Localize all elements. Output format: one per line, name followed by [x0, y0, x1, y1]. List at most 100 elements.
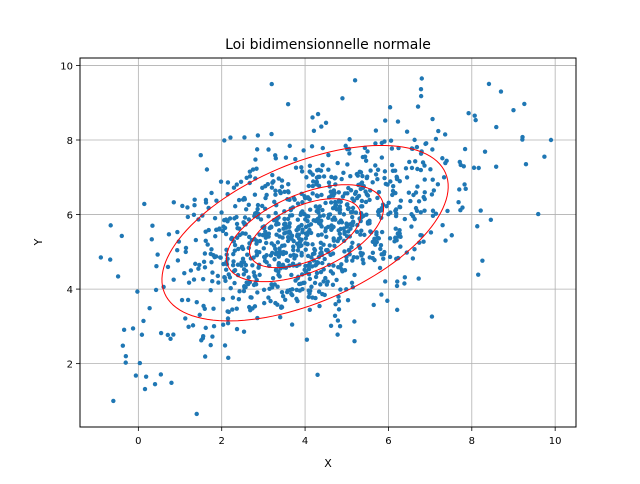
data-point: [422, 177, 427, 182]
data-point: [339, 262, 344, 267]
data-point: [352, 319, 357, 324]
data-point: [457, 187, 462, 192]
data-point: [246, 202, 251, 208]
data-point: [359, 198, 365, 204]
data-point: [300, 209, 305, 214]
data-point: [289, 322, 295, 327]
data-point: [123, 360, 128, 365]
data-point: [210, 334, 215, 339]
data-point: [330, 282, 336, 287]
data-point: [303, 247, 308, 252]
data-point: [270, 172, 275, 178]
data-point: [324, 234, 329, 239]
data-point: [183, 245, 189, 251]
data-point: [445, 208, 450, 214]
data-point: [306, 196, 311, 201]
data-point: [282, 189, 287, 194]
data-point: [251, 270, 257, 275]
data-point: [295, 227, 301, 232]
data-point: [143, 374, 149, 379]
data-point: [404, 129, 410, 134]
data-point: [225, 320, 231, 326]
data-point: [120, 343, 126, 348]
data-point: [232, 280, 237, 286]
data-point: [395, 279, 400, 284]
data-point: [137, 360, 143, 366]
data-point: [486, 81, 492, 87]
data-point: [294, 296, 299, 302]
data-point: [202, 265, 208, 270]
data-point: [373, 242, 378, 247]
data-point: [321, 213, 326, 218]
data-point: [430, 177, 435, 182]
data-point: [276, 262, 281, 268]
data-point: [472, 113, 477, 118]
data-point: [168, 336, 173, 342]
data-point: [238, 179, 244, 184]
data-point: [430, 213, 436, 219]
data-point: [394, 175, 400, 181]
data-point: [210, 278, 215, 284]
data-point: [320, 291, 325, 297]
data-point: [227, 216, 233, 221]
data-point: [360, 257, 365, 262]
data-point: [247, 174, 253, 179]
data-point: [362, 232, 367, 238]
data-point: [398, 244, 403, 249]
data-point: [304, 213, 309, 219]
data-point: [336, 307, 342, 312]
data-point: [461, 164, 466, 169]
data-point: [463, 186, 468, 192]
data-point: [269, 224, 274, 229]
data-point: [263, 240, 269, 246]
data-point: [418, 86, 424, 92]
data-point: [289, 291, 294, 297]
data-point: [165, 264, 171, 270]
data-point: [205, 242, 210, 247]
data-point: [392, 239, 397, 244]
data-point: [191, 277, 197, 282]
data-point: [379, 252, 384, 257]
data-point: [350, 214, 355, 220]
data-point: [208, 287, 213, 293]
data-point: [407, 159, 412, 165]
x-axis-label: X: [324, 457, 332, 470]
data-point: [316, 289, 322, 294]
data-point: [288, 253, 293, 258]
data-point: [98, 255, 104, 260]
data-point: [441, 175, 447, 180]
confidence-ellipse-1: [161, 144, 449, 322]
data-point: [239, 263, 244, 268]
data-point: [374, 230, 379, 235]
data-point: [355, 255, 360, 260]
data-point: [175, 247, 180, 253]
data-point: [493, 164, 499, 169]
data-point: [220, 322, 226, 327]
data-point: [420, 160, 426, 165]
data-point: [327, 243, 332, 248]
data-point: [406, 190, 412, 195]
data-point: [269, 241, 274, 246]
data-point: [279, 184, 285, 189]
data-point: [386, 200, 391, 206]
data-point: [379, 155, 385, 160]
data-point: [298, 281, 304, 286]
data-point: [403, 166, 409, 171]
data-point: [121, 327, 127, 333]
data-point: [319, 192, 324, 198]
data-point: [302, 267, 307, 273]
data-point: [332, 243, 337, 249]
data-point: [494, 124, 499, 130]
data-point: [242, 195, 247, 201]
data-point: [389, 162, 395, 168]
data-point: [203, 200, 209, 205]
data-point: [328, 200, 334, 205]
data-point: [220, 297, 226, 302]
data-point: [236, 246, 241, 252]
data-point: [345, 202, 350, 207]
data-point: [433, 136, 439, 142]
data-point: [277, 228, 282, 233]
data-point: [261, 287, 267, 293]
data-point: [234, 326, 240, 332]
data-point: [317, 174, 322, 180]
